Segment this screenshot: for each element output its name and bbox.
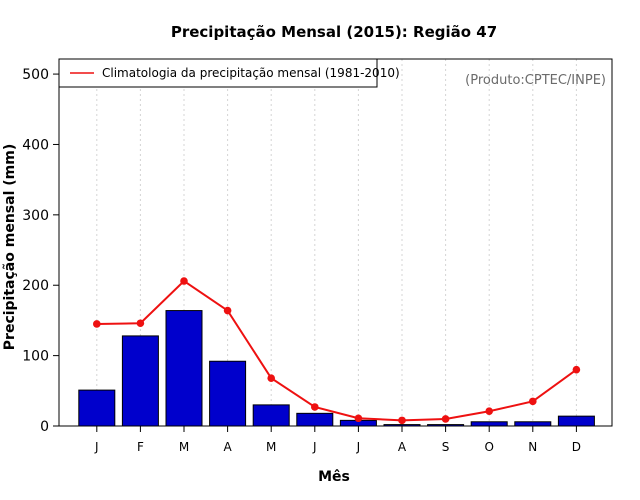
legend-entry-climatology: Climatologia da precipitação mensal (198…: [102, 66, 400, 80]
y-tick-label: 500: [22, 67, 49, 83]
y-tick-label: 0: [40, 419, 49, 435]
bar-5: [252, 404, 290, 427]
y-tick-label: 100: [22, 349, 49, 365]
y-tick-label: 300: [22, 208, 49, 224]
x-tick-label: D: [572, 440, 581, 454]
climatology-line: [96, 279, 577, 422]
x-tick-label: O: [484, 440, 493, 454]
y-tick-label: 200: [22, 278, 49, 294]
bar-10: [470, 421, 508, 427]
x-tick-label: J: [94, 440, 99, 454]
y-axis: 0 100 200 300 400 500: [22, 67, 59, 435]
climatology-point-11: [529, 397, 537, 406]
climatology-point-4: [223, 306, 232, 315]
x-axis-label: Mês: [318, 469, 350, 485]
x-tick-label: J: [312, 440, 317, 454]
bar-series: [78, 310, 595, 427]
climatology-point-3: [180, 277, 188, 285]
bar-2: [121, 335, 159, 427]
legend-box: [58, 58, 378, 88]
bar-11: [514, 421, 552, 427]
climatology-point-7: [354, 414, 363, 423]
x-tick-label: F: [137, 440, 144, 454]
climatology-point-9: [441, 415, 450, 423]
source-annotation: (Produto:CPTEC/INPE): [465, 73, 606, 88]
climatology-point-6: [311, 403, 319, 411]
y-axis-label: Precipitação mensal (mm): [2, 144, 18, 350]
bar-3: [165, 310, 203, 427]
x-tick-label: A: [223, 440, 232, 454]
bar-4: [209, 360, 247, 427]
climatology-point-12: [572, 365, 581, 374]
legend: Climatologia da precipitação mensal (198…: [58, 58, 400, 88]
x-tick-label: M: [179, 440, 189, 454]
bar-6: [296, 412, 334, 427]
y-tick-label: 400: [22, 137, 49, 153]
x-tick-label: S: [442, 440, 450, 454]
x-tick-label: J: [356, 440, 361, 454]
chart-title: Precipitação Mensal (2015): Região 47: [171, 23, 497, 41]
x-tick-label: A: [398, 440, 407, 454]
bar-1: [78, 389, 116, 427]
climatology-series: [93, 277, 581, 425]
climatology-point-10: [485, 407, 494, 416]
climatology-point-2: [136, 319, 145, 328]
x-tick-label: N: [528, 440, 537, 454]
climatology-point-8: [398, 416, 406, 425]
x-tick-label: M: [266, 440, 276, 454]
bar-12: [557, 415, 595, 427]
climatology-point-5: [267, 374, 276, 382]
climatology-point-1: [93, 320, 101, 328]
